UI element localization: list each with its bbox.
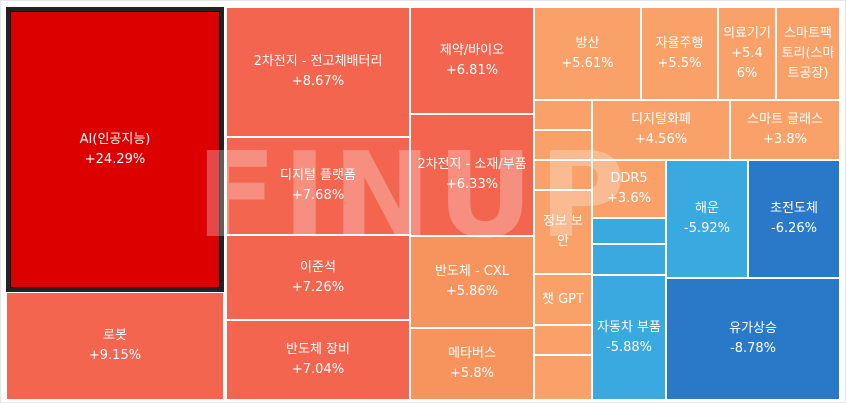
treemap-tile[interactable]: 이준석 +7.26%	[226, 235, 410, 320]
treemap-tile[interactable]: 메타버스 +5.8%	[410, 328, 534, 400]
treemap-tile[interactable]	[534, 100, 592, 130]
tile-name: 반도체 장비	[286, 342, 350, 357]
tile-name: 의료기기	[723, 25, 771, 41]
tile-name: 메타버스	[448, 346, 496, 361]
treemap-tile[interactable]: 제약/바이오 +6.81%	[410, 7, 534, 114]
treemap-tile[interactable]	[534, 325, 592, 355]
tile-name: 유가상승	[729, 321, 777, 336]
tile-change: +5.8%	[450, 366, 494, 381]
treemap-tile[interactable]: 유가상승 -8.78%	[666, 278, 840, 400]
tile-label: 자동차 부품 -5.88%	[593, 318, 665, 358]
treemap-tile[interactable]: 정보 보안	[534, 190, 592, 274]
treemap-tile[interactable]: 반도체 장비 +7.04%	[226, 320, 410, 400]
tile-change: +7.68%	[291, 188, 345, 203]
tile-change: +8.67%	[291, 74, 345, 89]
tile-change: +4.56%	[634, 132, 688, 147]
treemap-tile[interactable]: 방산 +5.61%	[534, 7, 641, 100]
tile-label: 자율주행 +5.5%	[652, 34, 708, 74]
tile-change: +3.8%	[763, 132, 807, 147]
treemap-tile[interactable]: 스마트팩토리(스마트공장)	[776, 7, 840, 100]
tile-label: DDR5 +3.6%	[603, 169, 655, 209]
tile-label: 정보 보안	[535, 212, 591, 252]
treemap-tile[interactable]: 로봇 +9.15%	[6, 292, 224, 400]
tile-name: 디지털 플랫폼	[280, 168, 356, 183]
treemap-tile[interactable]: 2차전지 - 소재/부품 +6.33%	[410, 114, 534, 236]
tile-label: 로봇 +9.15%	[85, 326, 145, 366]
treemap-tile[interactable]: 초전도체 -6.26%	[748, 160, 840, 278]
tile-label: 제약/바이오 +6.81%	[436, 41, 508, 81]
tile-name: 스마트 글래스	[747, 112, 823, 127]
tile-name: 디지털화폐	[631, 112, 691, 127]
treemap-tile[interactable]: 자율주행 +5.5%	[641, 7, 718, 100]
tile-change: +7.04%	[291, 362, 345, 377]
tile-name: DDR5	[610, 171, 648, 186]
treemap-tile[interactable]	[592, 244, 666, 275]
tile-name: 해운	[695, 201, 719, 216]
tile-label: 의료기기 +5.46%	[719, 24, 775, 84]
tile-name: 제약/바이오	[439, 42, 505, 58]
tile-name: 반도체 - CXL	[434, 264, 510, 279]
tile-label: 방산 +5.61%	[557, 34, 617, 74]
tile-name: 정보 보안	[542, 214, 583, 249]
treemap-tile[interactable]: AI(인공지능) +24.29%	[6, 7, 224, 292]
treemap-tile[interactable]: 의료기기 +5.46%	[718, 7, 776, 100]
treemap-tile[interactable]: 반도체 - CXL +5.86%	[410, 236, 534, 328]
treemap-tile[interactable]: 챗 GPT	[534, 274, 592, 325]
tile-change: +6.33%	[445, 177, 499, 192]
tile-label: 디지털화폐 +4.56%	[627, 110, 695, 150]
tile-change: +7.26%	[291, 279, 345, 295]
tile-change: +5.46%	[731, 45, 763, 81]
tile-change: -8.78%	[730, 341, 776, 356]
tile-name: 방산	[575, 35, 600, 51]
tile-name: 초전도체	[770, 201, 818, 216]
tile-name: 스마트팩토리(스마트공장)	[781, 25, 835, 81]
treemap-tile[interactable]: 디지털 플랫폼 +7.68%	[226, 137, 410, 235]
tile-label: 유가상승 -8.78%	[725, 319, 781, 359]
tile-label: 메타버스 +5.8%	[444, 344, 500, 384]
tile-label: 스마트 글래스 +3.8%	[743, 110, 827, 150]
tile-label: 2차전지 - 소재/부품 +6.33%	[413, 155, 530, 195]
tile-label: 초전도체 -6.26%	[766, 199, 822, 239]
treemap-tile[interactable]: 자동차 부품 -5.88%	[592, 275, 666, 400]
tile-change: -6.26%	[771, 221, 817, 236]
tile-change: +6.81%	[445, 62, 499, 78]
tile-name: 이준석	[300, 259, 336, 275]
tile-name: 로봇	[103, 328, 127, 343]
tile-name: 2차전지 - 소재/부품	[417, 157, 527, 172]
tile-change: -5.88%	[606, 339, 652, 355]
tile-change: +5.61%	[561, 55, 614, 71]
tile-change: -5.92%	[684, 221, 730, 236]
tile-label: 이준석 +7.26%	[288, 258, 348, 298]
treemap-tile[interactable]: DDR5 +3.6%	[592, 160, 666, 218]
tile-change: +9.15%	[88, 348, 142, 363]
treemap-tile[interactable]: 2차전지 - 전고체배터리 +8.67%	[226, 7, 410, 137]
treemap-tile[interactable]	[534, 160, 592, 190]
treemap-tile[interactable]	[534, 130, 592, 160]
tile-change: +3.6%	[607, 191, 651, 206]
treemap-tile[interactable]	[592, 218, 666, 244]
tile-change: +5.5%	[657, 55, 702, 71]
tile-change: +5.86%	[445, 284, 499, 299]
tile-label: 스마트팩토리(스마트공장)	[777, 24, 839, 84]
tile-label: 해운 -5.92%	[680, 199, 734, 239]
tile-label: 반도체 - CXL +5.86%	[431, 262, 513, 302]
tile-name: AI(인공지능)	[79, 131, 151, 147]
tile-name: 2차전지 - 전고체배터리	[253, 54, 383, 69]
tile-label: 반도체 장비 +7.04%	[282, 340, 354, 380]
tile-change: +24.29%	[84, 151, 146, 167]
tile-label: 챗 GPT	[538, 290, 588, 310]
tile-label: 2차전지 - 전고체배터리 +8.67%	[250, 52, 387, 92]
tile-label: 디지털 플랫폼 +7.68%	[276, 166, 360, 206]
tile-label: AI(인공지능) +24.29%	[76, 130, 155, 170]
tile-name: 자율주행	[655, 35, 704, 51]
tile-name: 챗 GPT	[542, 291, 584, 307]
treemap-tile[interactable]: 스마트 글래스 +3.8%	[730, 100, 840, 160]
tile-name: 자동차 부품	[597, 319, 661, 335]
treemap-tile[interactable]: 디지털화폐 +4.56%	[592, 100, 730, 160]
treemap-tile[interactable]: 해운 -5.92%	[666, 160, 748, 278]
treemap-tile[interactable]	[534, 355, 592, 400]
